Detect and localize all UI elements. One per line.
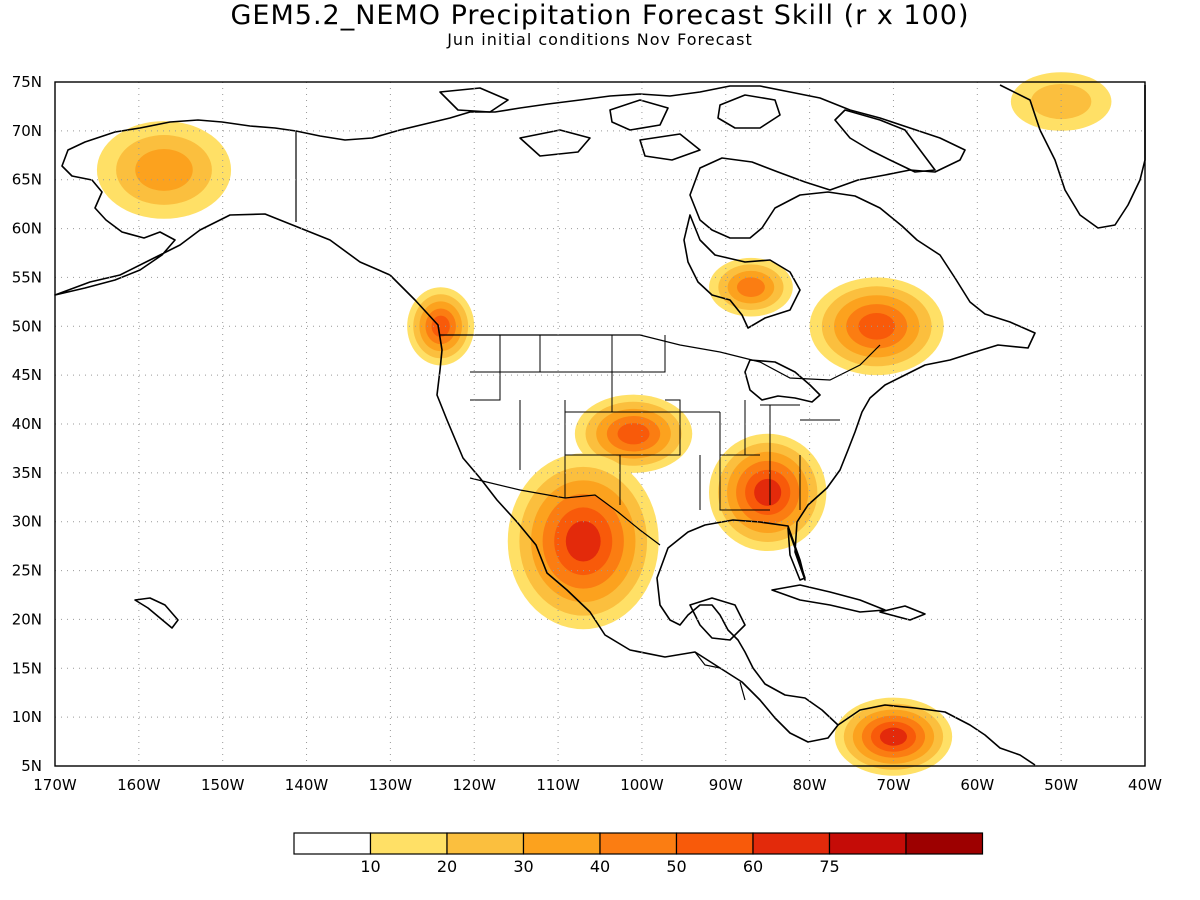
lon-tick-label: 100W [620,776,664,794]
lat-tick-label: 45N [12,366,42,384]
color-legend: 10 20 30 40 50 60 75 [293,832,984,876]
lon-tick-label: 150W [201,776,245,794]
arctic-island-2 [609,99,669,131]
central-america-borders [694,651,771,713]
skill-contour [736,277,765,297]
lon-tick-label: 40W [1128,776,1162,794]
florida [787,527,806,581]
us-canada-border [440,334,881,381]
skill-shading-layer [96,72,1112,776]
skill-contour [1030,83,1092,120]
lat-tick-label: 60N [12,220,42,238]
skill-contour [754,478,782,506]
arctic-island-1 [717,94,781,129]
legend-swatch [675,832,754,855]
lon-tick-label: 90W [709,776,743,794]
lat-tick-label: 70N [12,122,42,140]
lon-tick-label: 50W [1044,776,1078,794]
lat-tick-label: 55N [12,268,42,286]
arctic-island-5 [639,133,701,161]
legend-swatch [446,832,525,855]
legend-swatch [293,832,372,855]
political-borders [295,131,881,713]
legend-swatch [828,832,907,855]
cuba [771,584,886,613]
skill-contour [431,315,450,337]
yucatan [689,597,746,641]
skill-contour [617,423,650,445]
lon-tick-label: 120W [452,776,496,794]
skill-contour [135,149,193,191]
latitude-axis: 75N 70N 65N 60N 55N 50N 45N 40N 35N 30N 25N 20N 15N 1… [12,73,42,775]
map-frame [54,81,1146,767]
south-america-coastline [837,704,1036,766]
graticule [55,82,1145,766]
skill-contour [565,520,601,562]
map-subtitle: Jun initial conditions Nov Forecast [447,30,753,49]
legend-swatch [369,832,448,855]
lon-tick-label: 170W [33,776,77,794]
legend-swatch [752,832,831,855]
hispaniola [879,605,926,621]
lat-tick-label: 15N [12,659,42,677]
map-title: GEM5.2_NEMO Precipitation Forecast Skill… [230,0,970,31]
legend-swatch [599,832,678,855]
coastlines [54,84,1146,766]
lat-tick-label: 10N [12,708,42,726]
lat-tick-label: 75N [12,73,42,91]
hawaii [134,597,179,629]
legend-label: 60 [743,857,763,876]
state-lines [470,335,840,511]
legend-label: 75 [819,857,839,876]
lon-tick-label: 70W [877,776,911,794]
legend-label: 40 [590,857,610,876]
legend-label: 10 [360,857,380,876]
great-lakes [744,359,821,403]
arctic-island-4 [519,129,591,157]
lat-tick-label: 30N [12,513,42,531]
skill-contour [858,312,895,340]
north-america-coastline [54,85,1036,743]
greenland [999,84,1146,229]
lat-tick-label: 65N [12,171,42,189]
lon-tick-label: 130W [369,776,413,794]
hudson-bay [683,214,801,329]
lon-tick-label: 80W [793,776,827,794]
legend-label: 50 [666,857,686,876]
legend-swatch [905,832,984,855]
lat-tick-label: 35N [12,464,42,482]
baffin-island [834,109,936,173]
lat-tick-label: 20N [12,610,42,628]
lat-tick-label: 25N [12,562,42,580]
lon-tick-label: 140W [285,776,329,794]
lon-tick-label: 160W [117,776,161,794]
us-mexico-border [469,477,661,546]
longitude-axis: 170W 160W 150W 140W 130W 120W 110W 100W 90W 80W 70… [33,776,1162,794]
lon-tick-label: 110W [536,776,580,794]
arctic-island-3 [439,87,509,113]
legend-label: 20 [437,857,457,876]
lat-tick-label: 5N [21,757,42,775]
legend-label: 30 [513,857,533,876]
lon-tick-label: 60W [960,776,994,794]
legend-swatch [522,832,601,855]
lat-tick-label: 50N [12,317,42,335]
lat-tick-label: 40N [12,415,42,433]
